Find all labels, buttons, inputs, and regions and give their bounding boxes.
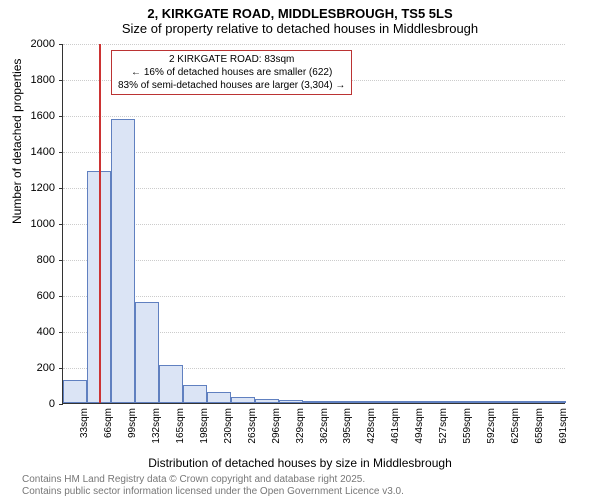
- footer-line1: Contains HM Land Registry data © Crown c…: [22, 474, 404, 486]
- histogram-bar: [159, 365, 183, 403]
- ytick-mark: [59, 404, 63, 405]
- ytick-label: 1400: [15, 146, 55, 158]
- annotation-line2: ← 16% of detached houses are smaller (62…: [118, 66, 345, 79]
- gridline: [63, 296, 565, 297]
- plot-area: 020040060080010001200140016001800200033s…: [62, 44, 565, 404]
- gridline: [63, 188, 565, 189]
- xtick-label: 66sqm: [103, 408, 114, 448]
- xtick-label: 461sqm: [390, 408, 401, 448]
- xtick-label: 625sqm: [510, 408, 521, 448]
- histogram-bar: [374, 401, 398, 403]
- chart-area: 020040060080010001200140016001800200033s…: [62, 44, 565, 404]
- ytick-mark: [59, 224, 63, 225]
- xtick-label: 198sqm: [199, 408, 210, 448]
- ytick-mark: [59, 332, 63, 333]
- ytick-label: 800: [15, 254, 55, 266]
- xtick-label: 395sqm: [342, 408, 353, 448]
- ytick-label: 1800: [15, 74, 55, 86]
- histogram-bar: [398, 401, 422, 403]
- ytick-label: 2000: [15, 38, 55, 50]
- histogram-bar: [183, 385, 207, 403]
- ytick-label: 0: [15, 398, 55, 410]
- gridline: [63, 152, 565, 153]
- xtick-label: 691sqm: [558, 408, 569, 448]
- xtick-label: 165sqm: [175, 408, 186, 448]
- histogram-bar: [255, 399, 279, 403]
- chart-title-address: 2, KIRKGATE ROAD, MIDDLESBROUGH, TS5 5LS: [0, 0, 600, 21]
- ytick-label: 1600: [15, 110, 55, 122]
- ytick-label: 200: [15, 362, 55, 374]
- histogram-bar: [111, 119, 135, 403]
- ytick-mark: [59, 152, 63, 153]
- ytick-label: 400: [15, 326, 55, 338]
- gridline: [63, 44, 565, 45]
- ytick-mark: [59, 368, 63, 369]
- gridline: [63, 260, 565, 261]
- chart-title-desc: Size of property relative to detached ho…: [0, 21, 600, 40]
- histogram-bar: [135, 302, 159, 403]
- xtick-label: 428sqm: [366, 408, 377, 448]
- xtick-label: 329sqm: [295, 408, 306, 448]
- histogram-bar: [542, 401, 566, 403]
- histogram-bar: [63, 380, 87, 403]
- xtick-label: 263sqm: [247, 408, 258, 448]
- histogram-bar: [326, 401, 350, 403]
- ytick-mark: [59, 260, 63, 261]
- xtick-label: 592sqm: [486, 408, 497, 448]
- histogram-bar: [518, 401, 542, 403]
- ytick-mark: [59, 116, 63, 117]
- xtick-label: 527sqm: [438, 408, 449, 448]
- annotation-line3: 83% of semi-detached houses are larger (…: [118, 79, 345, 92]
- xtick-label: 658sqm: [534, 408, 545, 448]
- ytick-label: 1200: [15, 182, 55, 194]
- annotation-line1: 2 KIRKGATE ROAD: 83sqm: [118, 53, 345, 66]
- xtick-label: 559sqm: [462, 408, 473, 448]
- histogram-bar: [303, 401, 327, 403]
- xtick-label: 296sqm: [271, 408, 282, 448]
- histogram-bar: [422, 401, 446, 403]
- histogram-bar: [446, 401, 470, 403]
- footer-attribution: Contains HM Land Registry data © Crown c…: [22, 474, 404, 498]
- x-axis-label: Distribution of detached houses by size …: [0, 456, 600, 470]
- ytick-label: 600: [15, 290, 55, 302]
- ytick-label: 1000: [15, 218, 55, 230]
- ytick-mark: [59, 44, 63, 45]
- ytick-mark: [59, 296, 63, 297]
- xtick-label: 132sqm: [151, 408, 162, 448]
- histogram-bar: [231, 397, 255, 403]
- ytick-mark: [59, 80, 63, 81]
- histogram-bar: [494, 401, 518, 403]
- xtick-label: 230sqm: [223, 408, 234, 448]
- histogram-bar: [207, 392, 231, 403]
- histogram-bar: [470, 401, 494, 403]
- property-marker-line: [99, 44, 101, 403]
- footer-line2: Contains public sector information licen…: [22, 486, 404, 498]
- xtick-label: 99sqm: [127, 408, 138, 448]
- xtick-label: 494sqm: [414, 408, 425, 448]
- gridline: [63, 224, 565, 225]
- xtick-label: 33sqm: [79, 408, 90, 448]
- chart-container: 2, KIRKGATE ROAD, MIDDLESBROUGH, TS5 5LS…: [0, 0, 600, 500]
- histogram-bar: [350, 401, 374, 403]
- ytick-mark: [59, 188, 63, 189]
- histogram-bar: [279, 400, 303, 403]
- annotation-box: 2 KIRKGATE ROAD: 83sqm← 16% of detached …: [111, 50, 352, 95]
- xtick-label: 362sqm: [319, 408, 330, 448]
- gridline: [63, 116, 565, 117]
